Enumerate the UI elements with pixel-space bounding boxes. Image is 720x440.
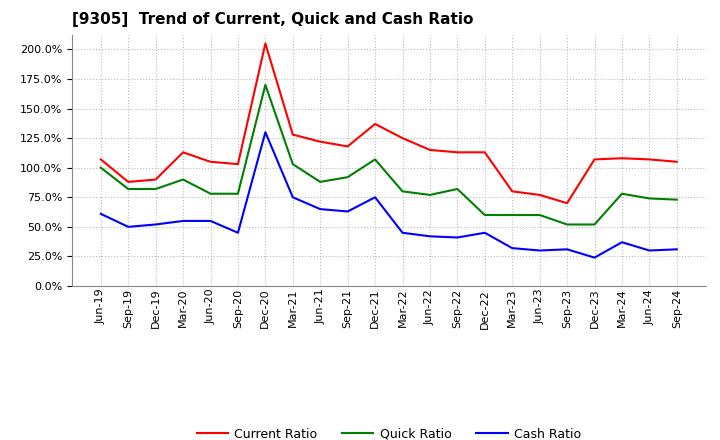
- Cash Ratio: [261, 129, 270, 135]
- Quick Ratio: [590, 222, 599, 227]
- Current Ratio: [563, 201, 572, 206]
- Legend: Current Ratio, Quick Ratio, Cash Ratio: Current Ratio, Quick Ratio, Cash Ratio: [192, 423, 586, 440]
- Cash Ratio: [426, 234, 434, 239]
- Quick Ratio: [261, 82, 270, 88]
- Quick Ratio: [96, 165, 105, 170]
- Cash Ratio: [343, 209, 352, 214]
- Current Ratio: [672, 159, 681, 165]
- Cash Ratio: [96, 211, 105, 216]
- Current Ratio: [398, 136, 407, 141]
- Cash Ratio: [289, 194, 297, 200]
- Line: Cash Ratio: Cash Ratio: [101, 132, 677, 257]
- Quick Ratio: [124, 187, 132, 192]
- Cash Ratio: [618, 240, 626, 245]
- Current Ratio: [453, 150, 462, 155]
- Cash Ratio: [672, 247, 681, 252]
- Line: Quick Ratio: Quick Ratio: [101, 85, 677, 224]
- Quick Ratio: [645, 196, 654, 201]
- Current Ratio: [371, 121, 379, 127]
- Cash Ratio: [563, 247, 572, 252]
- Cash Ratio: [179, 218, 187, 224]
- Current Ratio: [480, 150, 489, 155]
- Current Ratio: [289, 132, 297, 137]
- Quick Ratio: [480, 213, 489, 218]
- Cash Ratio: [151, 222, 160, 227]
- Current Ratio: [151, 177, 160, 182]
- Quick Ratio: [371, 157, 379, 162]
- Cash Ratio: [508, 246, 516, 251]
- Cash Ratio: [645, 248, 654, 253]
- Current Ratio: [261, 41, 270, 46]
- Quick Ratio: [316, 179, 325, 184]
- Quick Ratio: [289, 161, 297, 167]
- Quick Ratio: [536, 213, 544, 218]
- Current Ratio: [233, 161, 242, 167]
- Quick Ratio: [151, 187, 160, 192]
- Current Ratio: [179, 150, 187, 155]
- Current Ratio: [316, 139, 325, 144]
- Current Ratio: [508, 189, 516, 194]
- Current Ratio: [536, 192, 544, 198]
- Current Ratio: [590, 157, 599, 162]
- Cash Ratio: [371, 194, 379, 200]
- Cash Ratio: [233, 230, 242, 235]
- Cash Ratio: [453, 235, 462, 240]
- Cash Ratio: [590, 255, 599, 260]
- Quick Ratio: [179, 177, 187, 182]
- Quick Ratio: [206, 191, 215, 196]
- Cash Ratio: [398, 230, 407, 235]
- Line: Current Ratio: Current Ratio: [101, 44, 677, 203]
- Cash Ratio: [124, 224, 132, 230]
- Current Ratio: [426, 147, 434, 153]
- Quick Ratio: [398, 189, 407, 194]
- Quick Ratio: [343, 175, 352, 180]
- Current Ratio: [124, 179, 132, 184]
- Quick Ratio: [563, 222, 572, 227]
- Current Ratio: [96, 157, 105, 162]
- Cash Ratio: [206, 218, 215, 224]
- Quick Ratio: [453, 187, 462, 192]
- Quick Ratio: [233, 191, 242, 196]
- Cash Ratio: [316, 206, 325, 212]
- Quick Ratio: [508, 213, 516, 218]
- Quick Ratio: [618, 191, 626, 196]
- Quick Ratio: [426, 192, 434, 198]
- Current Ratio: [618, 156, 626, 161]
- Cash Ratio: [536, 248, 544, 253]
- Current Ratio: [645, 157, 654, 162]
- Cash Ratio: [480, 230, 489, 235]
- Current Ratio: [206, 159, 215, 165]
- Quick Ratio: [672, 197, 681, 202]
- Text: [9305]  Trend of Current, Quick and Cash Ratio: [9305] Trend of Current, Quick and Cash …: [72, 12, 473, 27]
- Current Ratio: [343, 144, 352, 149]
